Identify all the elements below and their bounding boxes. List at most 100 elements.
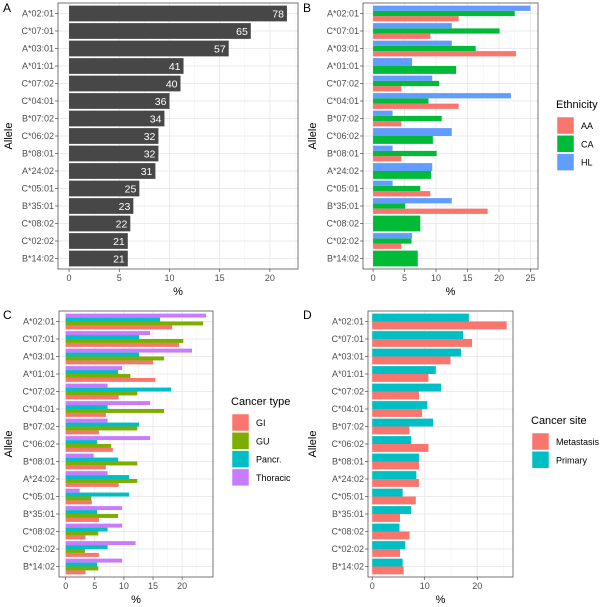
y-tick-label: A*01:01 bbox=[23, 369, 55, 379]
bar-aa-B3501 bbox=[373, 208, 488, 214]
data-label: 21 bbox=[113, 253, 125, 265]
y-tick-label: A*02:01 bbox=[22, 9, 54, 19]
y-tick-label: B*35:01 bbox=[327, 201, 359, 211]
bar-metastasis-A0301 bbox=[372, 356, 451, 365]
bar-thoracic-C0802 bbox=[65, 523, 123, 528]
y-tick-label: C*07:01 bbox=[326, 26, 359, 36]
panel-b: A*02:01 C*07:01 A*03:01 A*01:01 C*07:02 C*04:… bbox=[303, 1, 598, 298]
panel-c: A*02:01 C*07:01 A*03:01 A*01:01 C*07:02 C*04:… bbox=[3, 308, 291, 606]
bar-gu-A0301 bbox=[65, 356, 165, 361]
bar-primary-A0101 bbox=[372, 366, 436, 374]
x-tick-label: 10 bbox=[164, 273, 174, 283]
y-tick-label: C*02:02 bbox=[21, 236, 54, 246]
y-tick-label: A*03:01 bbox=[332, 352, 364, 362]
bar-all-A0301 bbox=[69, 40, 229, 57]
bar-all-C0202 bbox=[69, 233, 128, 249]
legend-title: Cancer type bbox=[231, 396, 290, 408]
bar-gi-A0301 bbox=[65, 360, 154, 365]
y-tick-label: A*24:02 bbox=[332, 474, 364, 484]
bar-gu-C0602 bbox=[65, 444, 112, 448]
y-axis-title: Allele bbox=[307, 123, 319, 150]
bar-aa-B0801 bbox=[373, 156, 402, 162]
bar-primary-A0201 bbox=[372, 313, 469, 322]
bar-metastasis-C0602 bbox=[372, 444, 429, 452]
y-tick-label: C*08:02 bbox=[22, 527, 55, 537]
bar-gu-C0802 bbox=[65, 531, 99, 536]
bar-gu-B0702 bbox=[65, 426, 138, 431]
data-label: 32 bbox=[144, 131, 156, 143]
y-tick-label: B*07:02 bbox=[327, 114, 359, 124]
y-axis-title: Allele bbox=[307, 431, 319, 458]
bar-metastasis-C0202 bbox=[372, 549, 401, 557]
bar-aa-A0301 bbox=[373, 51, 516, 57]
legend: Cancer site Metastasis Primary bbox=[531, 415, 600, 469]
bar-gi-B3501 bbox=[65, 517, 99, 522]
data-label: 32 bbox=[144, 148, 156, 160]
data-label: 21 bbox=[113, 236, 125, 248]
y-tick-label: A*01:01 bbox=[332, 369, 364, 379]
bar-primary-A0301 bbox=[372, 348, 461, 357]
bar-primary-C0802 bbox=[372, 523, 400, 532]
x-tick-label: 20 bbox=[472, 581, 482, 591]
data-label: 41 bbox=[169, 61, 181, 73]
legend-label: GU bbox=[256, 436, 270, 446]
bar-pancr-C0702 bbox=[65, 387, 172, 392]
y-tick-label: C*07:01 bbox=[21, 26, 54, 36]
bar-gu-A0201 bbox=[65, 321, 204, 326]
legend-label: CA bbox=[581, 139, 594, 149]
bar-ca-C0802 bbox=[373, 215, 421, 232]
y-tick-label: C*04:01 bbox=[326, 96, 359, 106]
bar-all-A0101 bbox=[69, 58, 184, 74]
bar-all-B0702 bbox=[69, 110, 165, 127]
data-label: 65 bbox=[236, 26, 248, 38]
x-tick-label: 10 bbox=[420, 581, 430, 591]
y-tick-label: B*08:01 bbox=[332, 457, 364, 467]
bar-hl-C0602 bbox=[373, 128, 452, 136]
y-tick-label: C*06:02 bbox=[331, 439, 364, 449]
bar-all-C0602 bbox=[69, 128, 159, 144]
bar-all-C0701 bbox=[69, 23, 251, 39]
y-tick-label: B*08:01 bbox=[23, 457, 55, 467]
legend-label: Thoracic bbox=[256, 473, 291, 483]
y-tick-label: C*04:01 bbox=[331, 404, 364, 414]
bar-metastasis-A2402 bbox=[372, 479, 419, 487]
y-tick-label: B*07:02 bbox=[22, 114, 54, 124]
bar-metastasis-A0101 bbox=[372, 374, 429, 382]
bar-ca-C0501 bbox=[373, 185, 421, 192]
bar-gu-B0801 bbox=[65, 461, 138, 466]
bar-thoracic-A0101 bbox=[65, 366, 123, 371]
y-tick-label: A*02:01 bbox=[23, 317, 55, 327]
bar-aa-A0201 bbox=[373, 16, 459, 22]
legend: Ethnicity AA CA HL bbox=[556, 99, 598, 171]
bar-pancr-C0802 bbox=[65, 527, 108, 532]
legend-label: GI bbox=[256, 418, 266, 428]
bar-pancr-B0702 bbox=[65, 422, 140, 427]
bar-primary-C0202 bbox=[372, 541, 406, 549]
bar-aa-C0501 bbox=[373, 191, 431, 197]
bar-thoracic-B0702 bbox=[65, 418, 108, 423]
x-tick-label: 5 bbox=[402, 273, 407, 283]
bar-gi-A2402 bbox=[65, 482, 119, 487]
bar-pancr-B0801 bbox=[65, 457, 119, 462]
bar-metastasis-B0702 bbox=[372, 426, 410, 435]
y-axis-title: Allele bbox=[3, 123, 15, 150]
bar-aa-C0202 bbox=[373, 243, 402, 249]
y-tick-label: A*02:01 bbox=[332, 317, 364, 327]
bar-all-B3501 bbox=[69, 198, 134, 214]
bar-ca-C0701 bbox=[373, 28, 500, 34]
x-tick-label: 10 bbox=[431, 273, 441, 283]
bar-ca-B1402 bbox=[373, 250, 418, 267]
bar-aa-C0401 bbox=[373, 103, 459, 109]
y-tick-label: A*24:02 bbox=[23, 474, 55, 484]
bar-ca-B0702 bbox=[373, 115, 442, 122]
bar-all-C0702 bbox=[69, 75, 181, 92]
bar-ca-B3501 bbox=[373, 203, 406, 209]
bar-gu-C0202 bbox=[65, 549, 85, 553]
legend-key bbox=[231, 450, 250, 468]
legend-title: Ethnicity bbox=[556, 99, 598, 111]
x-axis-title: % bbox=[173, 286, 183, 298]
legend-key bbox=[556, 135, 575, 153]
panel-tag: B bbox=[303, 1, 311, 15]
bar-thoracic-B3501 bbox=[65, 506, 123, 511]
y-tick-label: C*07:02 bbox=[331, 387, 364, 397]
